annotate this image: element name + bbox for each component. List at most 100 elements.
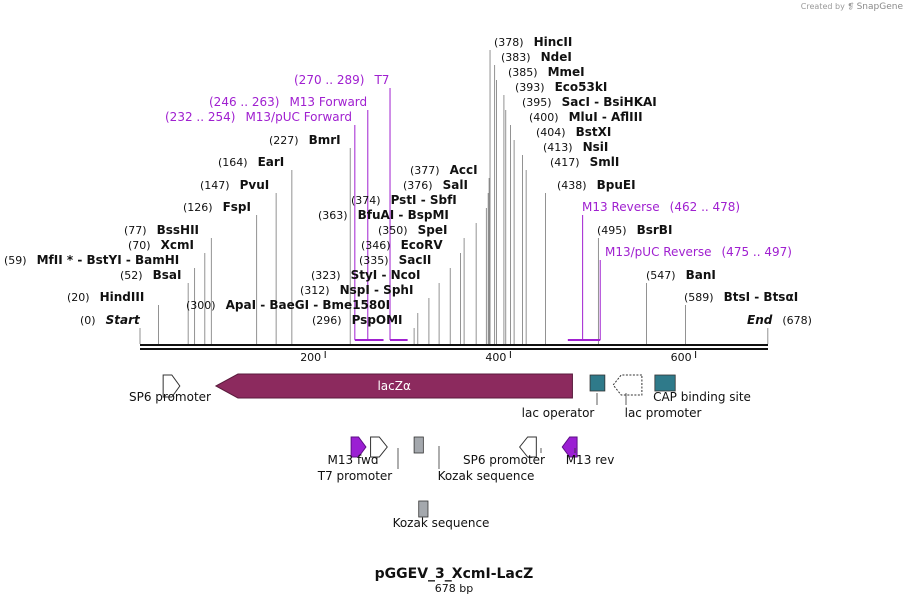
site-label-hindiii[interactable]: (20) HindIII [67,290,144,304]
site-label-sacii[interactable]: (335) SacII [359,253,431,267]
snapgene-credit: Created by ❡ SnapGene [801,2,903,12]
feature-lac-promoter[interactable]: lac promoter [612,374,701,420]
feature-t7-promoter[interactable]: T7 promoter [317,436,399,483]
site-name: BmrI [309,133,341,147]
site-name: NspI - SphI [340,283,414,297]
feature-kozak-sequence[interactable]: Kozak sequence [413,436,534,483]
site-name: NsiI [583,140,609,154]
feature-box [589,374,606,392]
dna-backbone [140,344,768,350]
plasmid-length: 678 bp [435,582,473,595]
site-label-ndei[interactable]: (383) NdeI [501,50,572,64]
cds-arrow [214,373,573,399]
primer-label-m13-forward[interactable]: (246 .. 263) M13 Forward [209,95,367,109]
site-name: AccI [450,163,478,177]
site-label-btsi-bts-i[interactable]: (589) BtsI - BtsαI [684,290,798,304]
site-label-mfii-bstyi-bamhi[interactable]: (59) MfII * - BstYI - BamHI [4,253,179,267]
site-label-saci-bsihkai[interactable]: (395) SacI - BsiHKAI [522,95,657,109]
site-label-bmri[interactable]: (227) BmrI [269,133,341,147]
feature-kozak-sequence[interactable]: Kozak sequence [393,500,490,530]
site-label-xcmi[interactable]: (70) XcmI [128,238,194,252]
site-position: (20) [67,291,90,304]
primer-name: M13 Forward [289,95,367,109]
site-label-smli[interactable]: (417) SmlI [550,155,619,169]
site-position: (438) [557,179,587,192]
promoter-arrow [370,436,388,458]
site-label-ecorv[interactable]: (346) EcoRV [361,238,443,252]
site-position: (400) [529,111,559,124]
site-position: (363) [318,209,348,222]
feature-name: lacZα [377,379,411,393]
site-label-bani[interactable]: (547) BanI [646,268,716,282]
site-name: BstXI [576,125,612,139]
site-label-nspi-sphi[interactable]: (312) NspI - SphI [300,283,413,297]
feature-lacz[interactable]: lacZα [214,373,573,399]
site-label-bsrbi[interactable]: (495) BsrBI [597,223,672,237]
site-label-hincii[interactable]: (378) HincII [494,35,572,49]
feature-lac-operator[interactable]: lac operator [522,374,606,420]
site-label-apai-baegi-bme1580i[interactable]: (300) ApaI - BaeGI - Bme1580I [186,298,390,312]
site-label-eari[interactable]: (164) EarI [218,155,284,169]
site-leader-lines [139,50,769,344]
site-position: (70) [128,239,151,252]
primer-name: T7 [373,73,389,87]
site-label-pspomi[interactable]: (296) PspOMI [312,313,403,327]
site-label-sali[interactable]: (376) SalI [403,178,468,192]
feature-label: M13 rev [566,453,615,467]
promoter-arrow [162,374,181,398]
site-label-eco53ki[interactable]: (393) Eco53kI [515,80,607,94]
site-name: End [747,313,773,327]
primer-label-m13-puc-reverse[interactable]: M13/pUC Reverse (475 .. 497) [605,245,792,259]
site-label-bpuei[interactable]: (438) BpuEI [557,178,636,192]
site-label-nsii[interactable]: (413) NsiI [543,140,608,154]
site-label-bsshii[interactable]: (77) BssHII [124,223,199,237]
site-name: Eco53kI [555,80,608,94]
site-label-fspi[interactable]: (126) FspI [183,200,251,214]
site-position: (0) [80,314,96,327]
site-label-bfuai-bspmi[interactable]: (363) BfuAI - BspMI [318,208,449,222]
feature-label: M13 fwd [328,453,379,467]
site-label-end[interactable]: End (678) [747,313,812,327]
feature-sp6-promoter[interactable]: SP6 promoter [463,436,545,467]
site-position: (335) [359,254,389,267]
site-label-styi-ncoi[interactable]: (323) StyI - NcoI [311,268,420,282]
site-name: BtsI - BtsαI [724,290,799,304]
site-position: (59) [4,254,27,267]
site-label-psti-sbfi[interactable]: (374) PstI - SbfI [351,193,457,207]
site-label-mmei[interactable]: (385) MmeI [508,65,585,79]
site-label-start[interactable]: (0) Start [80,313,141,327]
site-label-bsai[interactable]: (52) BsaI [120,268,181,282]
site-name: PspOMI [352,313,403,327]
primer-label-t7[interactable]: (270 .. 289) T7 [294,73,389,87]
site-name: XcmI [161,238,194,252]
site-label-spei[interactable]: (350) SpeI [378,223,447,237]
site-position: (378) [494,36,524,49]
site-position: (395) [522,96,552,109]
site-name: PvuI [240,178,270,192]
site-position: (393) [515,81,545,94]
feature-box [418,500,429,518]
feature-m13-rev[interactable]: M13 rev [561,436,615,467]
site-name: Start [106,313,141,327]
primer-position: (270 .. 289) [294,73,364,87]
primer-name: M13/pUC Forward [245,110,352,124]
site-label-pvui[interactable]: (147) PvuI [200,178,269,192]
site-name: SpeI [418,223,448,237]
site-name: MfII * - BstYI - BamHI [37,253,180,267]
primer-label-m13-puc-forward[interactable]: (232 .. 254) M13/pUC Forward [165,110,352,124]
bp-ruler: 200 400 600 [300,351,697,364]
site-name: SalI [443,178,468,192]
site-name: HincII [534,35,573,49]
primer-label-m13-reverse[interactable]: M13 Reverse (462 .. 478) [582,200,740,214]
feature-sp6-promoter[interactable]: SP6 promoter [129,374,211,404]
primer-name: M13 Reverse [582,200,660,214]
site-name: BsaI [153,268,182,282]
credit-brand: SnapGene [856,2,903,12]
feature-cap-binding-site[interactable]: CAP binding site [653,374,751,404]
site-label-acci[interactable]: (377) AccI [410,163,478,177]
site-position: (296) [312,314,342,327]
site-label-bstxi[interactable]: (404) BstXI [536,125,611,139]
site-label-mlui-afliii[interactable]: (400) MluI - AflIII [529,110,643,124]
site-position: (385) [508,66,538,79]
